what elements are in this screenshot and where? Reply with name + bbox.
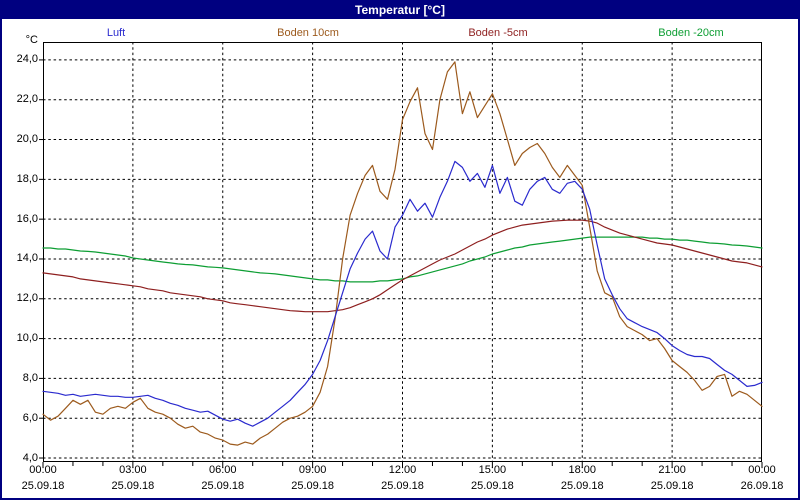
legend-item-luft: Luft — [106, 27, 126, 39]
title-bar: Temperatur [°C] — [2, 2, 798, 19]
y-tick-label: 18,0 — [16, 172, 38, 185]
x-tick-date-label: 25.09.18 — [21, 480, 65, 492]
y-tick-label: 14,0 — [16, 252, 38, 265]
y-tick-label: 8,0 — [22, 371, 38, 384]
y-tick-label: 6,0 — [22, 411, 38, 424]
series-line-luft — [42, 160, 763, 427]
legend-item-boden-minus20cm: Boden -20cm — [658, 27, 724, 39]
series-line-boden-5cm — [42, 219, 763, 313]
x-tick-time-label: 21:00 — [658, 464, 686, 476]
x-tick-date-label: 25.09.18 — [381, 480, 424, 492]
y-tick-label: 20,0 — [16, 133, 38, 146]
x-tick-time-label: 00:00 — [748, 464, 776, 476]
series-line-boden-20cm — [42, 236, 763, 283]
y-tick-label: 4,0 — [22, 451, 38, 464]
plot-border — [43, 42, 762, 462]
legend-item-boden-minus5cm: Boden -5cm — [468, 27, 528, 39]
x-tick-date-label: 25.09.18 — [111, 480, 155, 492]
x-tick-time-label: 09:00 — [298, 464, 327, 476]
plot-area — [39, 42, 763, 468]
x-tick-date-label: 25.09.18 — [560, 480, 604, 492]
x-tick-time-label: 15:00 — [478, 464, 507, 476]
x-tick-date-label: 25.09.18 — [201, 480, 245, 492]
series-line-boden-10cm — [42, 61, 763, 446]
y-tick-label: 10,0 — [16, 332, 38, 345]
x-tick-date-label: 26.09.18 — [740, 480, 784, 492]
x-tick-date-label: 25.09.18 — [291, 480, 335, 492]
y-tick-label: 16,0 — [16, 212, 38, 225]
y-tick-label: 12,0 — [16, 292, 38, 305]
y-axis-unit-label: °C — [25, 34, 38, 46]
x-tick-time-label: 18:00 — [568, 464, 597, 476]
page-title: Temperatur [°C] — [355, 3, 445, 17]
legend-item-boden-10cm: Boden 10cm — [277, 27, 339, 39]
x-tick-time-label: 00:00 — [29, 464, 57, 476]
x-tick-date-label: 25.09.18 — [470, 480, 514, 492]
x-tick-date-label: 25.09.18 — [650, 480, 694, 492]
x-tick-time-label: 12:00 — [388, 464, 417, 476]
y-tick-label: 22,0 — [16, 93, 38, 106]
y-tick-label: 24,0 — [16, 53, 38, 66]
x-tick-time-label: 06:00 — [208, 464, 237, 476]
x-tick-time-label: 03:00 — [119, 464, 147, 476]
